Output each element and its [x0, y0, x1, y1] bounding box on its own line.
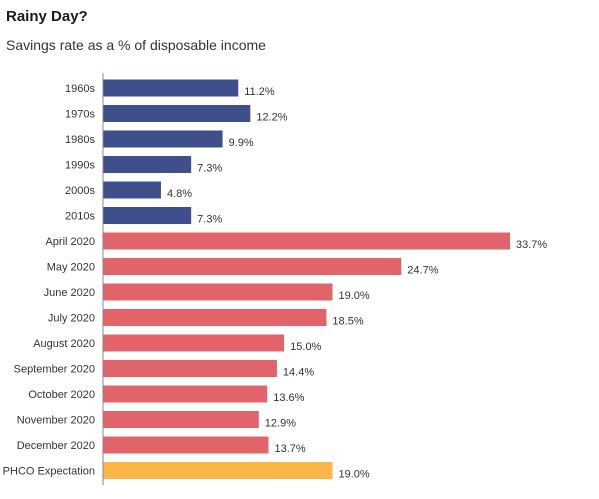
value-label: 18.5% [332, 316, 363, 328]
category-label: October 2020 [28, 389, 95, 401]
category-label: May 2020 [47, 262, 95, 274]
bar [103, 130, 223, 148]
bar [103, 436, 269, 454]
category-label: December 2020 [17, 440, 95, 452]
bar [103, 283, 333, 301]
bar [103, 385, 268, 403]
value-label: 13.7% [274, 443, 305, 455]
value-label: 7.3% [197, 214, 222, 226]
bar [103, 181, 161, 199]
value-label: 15.0% [290, 341, 321, 353]
value-label: 24.7% [407, 265, 438, 277]
value-label: 4.8% [167, 188, 192, 200]
bar [103, 309, 327, 326]
category-label: 1980s [65, 134, 95, 146]
value-label: 9.9% [229, 137, 254, 149]
chart-subtitle: Savings rate as a % of disposable income [6, 37, 266, 53]
value-label: 12.9% [265, 418, 296, 430]
bar [103, 105, 251, 122]
bar [103, 411, 259, 428]
category-label: June 2020 [44, 287, 95, 299]
value-label: 12.2% [256, 112, 287, 124]
value-label: 13.6% [273, 392, 304, 404]
category-label: 1990s [65, 160, 95, 172]
category-label: 1970s [65, 109, 95, 121]
value-label: 11.2% [244, 86, 275, 98]
category-label: 2010s [65, 211, 95, 223]
value-label: 7.3% [197, 163, 222, 175]
bar [103, 462, 333, 479]
bar [103, 156, 192, 173]
category-label: 2000s [65, 185, 95, 197]
value-label: 33.7% [516, 239, 547, 251]
category-label: 1960s [65, 83, 95, 95]
bar [103, 360, 277, 377]
value-label: 14.4% [283, 367, 314, 379]
category-label: August 2020 [33, 338, 95, 350]
category-label: July 2020 [48, 313, 95, 325]
category-label: November 2020 [17, 415, 95, 427]
category-label: PHCO Expectation [3, 466, 95, 478]
bar [103, 207, 192, 224]
bar [103, 79, 239, 97]
value-label: 19.0% [338, 469, 369, 481]
bar [103, 258, 402, 275]
chart-title: Rainy Day? [6, 8, 88, 25]
bar [103, 334, 285, 352]
category-label: April 2020 [45, 236, 95, 248]
value-label: 19.0% [338, 290, 369, 302]
category-label: September 2020 [14, 364, 95, 376]
bar [103, 232, 510, 250]
